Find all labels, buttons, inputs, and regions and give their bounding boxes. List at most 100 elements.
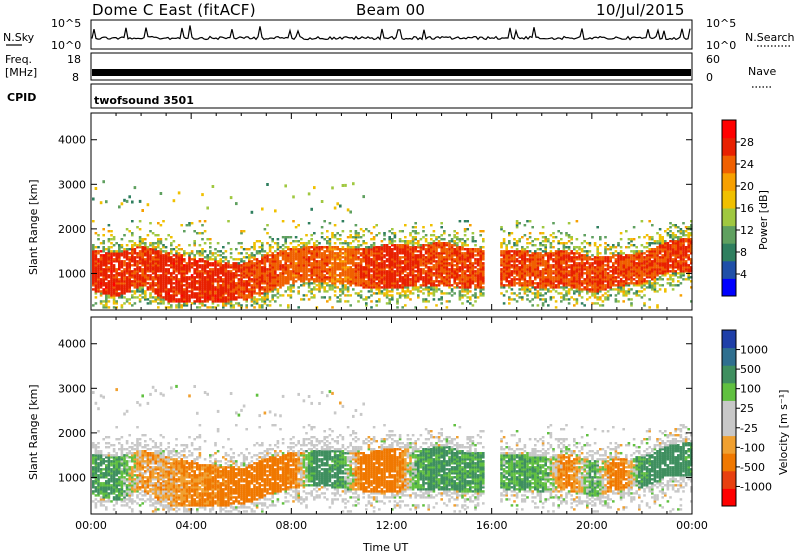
heatmap-cell	[456, 272, 459, 275]
heatmap-cell	[411, 258, 415, 261]
heatmap-cell	[518, 252, 521, 255]
heatmap-cell	[453, 254, 456, 257]
heatmap-cell	[328, 274, 332, 277]
heatmap-cell	[440, 274, 443, 277]
nsky-tick-low: 10^0	[51, 39, 81, 52]
heatmap-cell	[632, 278, 636, 281]
heatmap-cell	[593, 278, 597, 281]
heatmap-cell	[523, 260, 527, 263]
heatmap-cell	[445, 264, 449, 267]
heatmap-cell	[310, 274, 313, 277]
heatmap-cell	[224, 250, 228, 253]
heatmap-cell	[240, 266, 243, 269]
heatmap-cell	[357, 256, 360, 259]
heatmap-cell	[500, 244, 503, 247]
heatmap-cell	[367, 276, 371, 279]
heatmap-cell	[471, 238, 475, 241]
heatmap-cell	[406, 274, 410, 277]
heatmap-cell	[162, 286, 165, 289]
heatmap-cell	[479, 248, 482, 251]
heatmap-cell	[385, 274, 389, 277]
heatmap-cell	[229, 272, 233, 275]
heatmap-cell	[151, 282, 155, 285]
heatmap-cell	[94, 290, 98, 293]
heatmap-cell	[458, 256, 462, 259]
heatmap-cell	[198, 278, 202, 281]
heatmap-cell	[352, 256, 355, 259]
heatmap-cell	[201, 270, 204, 273]
date-label: 10/Jul/2015	[596, 1, 685, 19]
heatmap-cell	[505, 258, 508, 261]
heatmap-cell	[469, 272, 472, 275]
heatmap-cell	[424, 238, 428, 241]
heatmap-cell	[157, 278, 160, 281]
heatmap-cell	[336, 278, 339, 281]
heatmap-cell	[297, 264, 300, 267]
heatmap-cell	[300, 242, 303, 245]
heatmap-cell	[110, 280, 113, 283]
heatmap-cell	[177, 264, 181, 267]
heatmap-cell	[445, 284, 449, 287]
heatmap-cell	[120, 290, 124, 293]
heatmap-cell	[549, 268, 553, 271]
heatmap-cell	[560, 238, 563, 241]
heatmap-cell	[619, 264, 623, 267]
heatmap-cell	[209, 288, 212, 291]
heatmap-cell	[136, 266, 139, 269]
heatmap-cell	[300, 254, 303, 257]
heatmap-cell	[419, 256, 423, 259]
heatmap-cell	[406, 242, 410, 245]
heatmap-cell	[456, 262, 459, 265]
heatmap-cell	[523, 234, 527, 237]
heatmap-cell	[440, 250, 443, 253]
heatmap-cell	[157, 280, 160, 283]
heatmap-cell	[198, 274, 202, 277]
heatmap-cell	[341, 248, 345, 251]
heatmap-cell	[385, 294, 389, 297]
heatmap-cell	[398, 284, 402, 287]
heatmap-cell	[149, 288, 152, 291]
heatmap-cell	[466, 254, 469, 257]
heatmap-cell	[157, 256, 160, 259]
heatmap-cell	[203, 280, 207, 283]
heatmap-cell	[216, 274, 220, 277]
heatmap-cell	[339, 238, 342, 241]
heatmap-cell	[287, 272, 290, 275]
heatmap-cell	[349, 246, 352, 249]
heatmap-cell	[367, 290, 371, 293]
heatmap-cell	[549, 258, 553, 261]
heatmap-cell	[284, 246, 287, 249]
heatmap-cell	[235, 282, 238, 285]
heatmap-cell	[526, 280, 529, 283]
heatmap-cell	[138, 284, 142, 287]
heatmap-cell	[183, 270, 186, 273]
heatmap-cell	[115, 256, 118, 259]
heatmap-cell	[383, 260, 386, 263]
heatmap-cell	[232, 262, 235, 265]
heatmap-cell	[162, 246, 165, 249]
heatmap-cell	[164, 258, 168, 261]
heatmap-cell	[216, 272, 220, 275]
heatmap-cell	[99, 282, 103, 285]
heatmap-cell	[177, 256, 181, 259]
heatmap-cell	[99, 300, 103, 303]
heatmap-cell	[284, 280, 287, 283]
heatmap-cell	[482, 282, 485, 285]
heatmap-cell	[375, 224, 378, 227]
heatmap-cell	[263, 256, 267, 259]
heatmap-cell	[136, 270, 139, 273]
heatmap-cell	[534, 278, 537, 281]
heatmap-cell	[370, 258, 373, 261]
heatmap-cell	[198, 282, 202, 285]
heatmap-cell	[354, 276, 358, 279]
heatmap-cell	[435, 288, 438, 291]
heatmap-cell	[175, 304, 178, 307]
heatmap-cell	[606, 280, 610, 283]
heatmap-cell	[523, 288, 527, 291]
heatmap-cell	[419, 248, 423, 251]
heatmap-cell	[427, 270, 430, 273]
heatmap-cell	[102, 180, 105, 184]
heatmap-cell	[448, 264, 451, 267]
heatmap-cell	[518, 284, 521, 287]
heatmap-cell	[151, 296, 155, 299]
